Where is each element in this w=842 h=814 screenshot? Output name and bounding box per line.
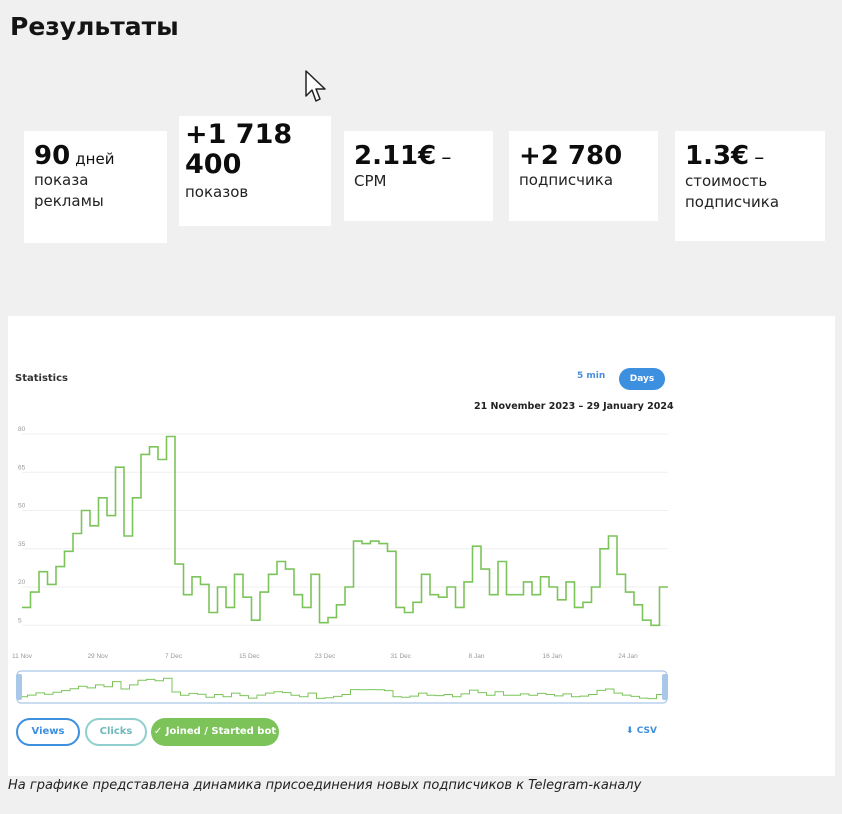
- stat-dash: –: [441, 145, 452, 169]
- y-tick-label: 80: [18, 426, 26, 433]
- csv-label: CSV: [636, 726, 657, 736]
- stat-label: показа рекламы: [34, 171, 104, 210]
- stat-label: показов: [185, 183, 249, 201]
- toggle-5min[interactable]: 5 min: [577, 371, 606, 381]
- y-tick-label: 50: [18, 503, 26, 510]
- x-tick-label: 29 Nov: [87, 653, 108, 660]
- stat-value: 1.3€: [685, 141, 750, 171]
- statistics-title: Statistics: [15, 373, 68, 384]
- stat-value: 2.11€: [354, 141, 437, 171]
- stat-label: CPM: [354, 172, 387, 190]
- stat-label: подписчика: [519, 171, 614, 189]
- navigator-handle-right[interactable]: [662, 674, 668, 700]
- stat-value: 90: [34, 141, 71, 171]
- tab-clicks[interactable]: Clicks: [85, 718, 147, 746]
- toggle-days[interactable]: Days: [619, 368, 665, 390]
- stat-value: +1 718 400: [185, 119, 293, 180]
- statistics-widget: Statistics 5 min Days 21 November 2023 –…: [8, 316, 835, 776]
- x-tick-label: 8 Jan: [469, 653, 485, 660]
- y-tick-label: 20: [18, 579, 26, 586]
- chart-caption: На графике представлена динамика присоед…: [8, 778, 642, 793]
- x-tick-label: 16 Jan: [542, 653, 562, 660]
- x-tick-label: 23 Dec: [315, 653, 336, 660]
- csv-download-link[interactable]: ⬇ CSV: [626, 726, 657, 736]
- stat-label: стоимость подписчика: [685, 172, 780, 211]
- y-tick-label: 5: [18, 617, 22, 624]
- stat-card-cpm: 2.11€ – CPM: [344, 131, 493, 221]
- series-line: [22, 435, 668, 627]
- download-icon: ⬇: [626, 726, 637, 736]
- stat-card-days: 90 дней показа рекламы: [24, 131, 167, 243]
- range-navigator[interactable]: [16, 670, 668, 704]
- y-tick-label: 65: [18, 464, 26, 471]
- stat-unit: дней: [75, 150, 115, 168]
- stat-value: +2 780: [519, 141, 623, 171]
- line-chart: 80 65 50 35 20 5 11 Nov 29 Nov 7 Dec 15 Dec 23 Dec…: [12, 426, 668, 660]
- x-tick-label: 31 Dec: [390, 653, 411, 660]
- x-tick-label: 15 Dec: [239, 653, 260, 660]
- tab-joined-started-bot[interactable]: ✓ Joined / Started bot: [151, 718, 279, 746]
- x-tick-label: 24 Jan: [618, 653, 638, 660]
- navigator-line: [19, 677, 665, 700]
- x-tick-label: 7 Dec: [165, 653, 183, 660]
- date-range: 21 November 2023 – 29 January 2024: [474, 401, 674, 412]
- stat-card-subscriber-cost: 1.3€ – стоимость подписчика: [675, 131, 825, 241]
- stat-card-impressions: +1 718 400 показов: [179, 116, 331, 226]
- mouse-cursor-icon: [305, 70, 326, 102]
- navigator-handle-left[interactable]: [16, 674, 22, 700]
- tab-views[interactable]: Views: [16, 718, 80, 746]
- results-heading: Результаты: [10, 12, 179, 41]
- x-tick-label: 11 Nov: [12, 653, 33, 660]
- stat-card-subscribers: +2 780 подписчика: [509, 131, 658, 221]
- y-tick-label: 35: [18, 541, 26, 548]
- navigator-frame: [16, 670, 668, 704]
- stat-dash: –: [754, 145, 765, 169]
